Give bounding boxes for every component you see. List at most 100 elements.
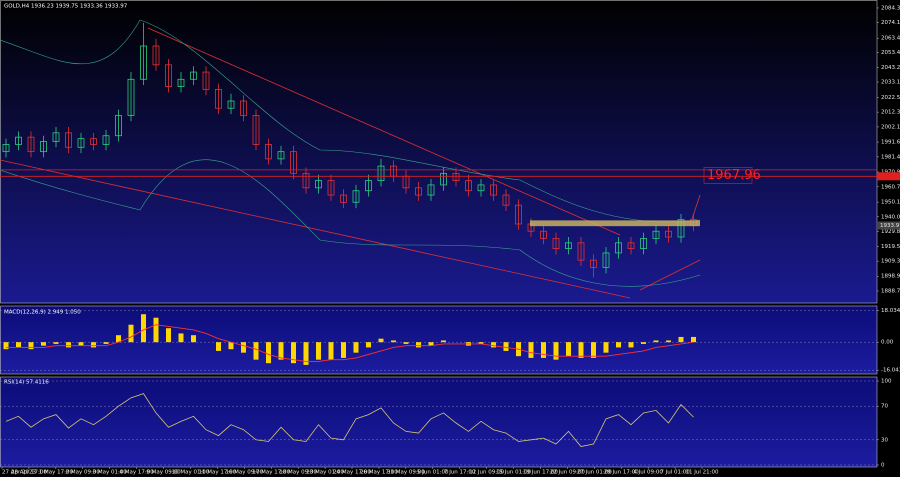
x-tick-label: 24 May 17:00 bbox=[333, 470, 371, 476]
candle-body bbox=[365, 180, 372, 192]
candle-body bbox=[452, 172, 460, 181]
macd-bar bbox=[278, 342, 284, 360]
candle-body bbox=[352, 190, 360, 203]
panel-borders bbox=[0, 0, 878, 468]
y-tick-label: 2074.10 bbox=[881, 20, 900, 26]
x-tick-label: 28 Apr 17:00 bbox=[11, 470, 47, 476]
macd-bar bbox=[316, 342, 321, 360]
y-tick-label: 2043.20 bbox=[881, 65, 900, 71]
macd-bar bbox=[603, 342, 609, 353]
y-tick-label: 0 bbox=[881, 462, 885, 468]
x-tick-label: 26 May 17:00 bbox=[360, 470, 398, 476]
candle-body bbox=[65, 132, 72, 148]
macd-bar bbox=[216, 342, 221, 351]
candle-body bbox=[2, 144, 10, 153]
candle-body bbox=[502, 194, 510, 206]
last-price-tag bbox=[877, 221, 900, 230]
y-tick-label: 0.00 bbox=[881, 340, 894, 346]
macd-bar bbox=[41, 342, 46, 346]
candle-body bbox=[40, 141, 47, 153]
x-tick-label: 4 Jul 09:00 bbox=[633, 470, 663, 476]
macd-bar bbox=[291, 342, 296, 364]
x-tick-label: 27 Jun 01:00 bbox=[577, 470, 612, 476]
candle-body bbox=[77, 138, 85, 148]
x-tick-label: 1 May 17:00 bbox=[39, 470, 74, 476]
y-tick-label: 1919.50 bbox=[881, 244, 900, 250]
candle-body bbox=[240, 100, 247, 116]
candle-body bbox=[677, 219, 685, 238]
macd-bar bbox=[78, 342, 84, 346]
x-tick-label: 11 Jul 21:00 bbox=[686, 470, 719, 476]
macd-signal bbox=[6, 324, 694, 362]
y-tick-label: 2002.10 bbox=[881, 124, 900, 130]
macd-bar bbox=[16, 342, 21, 348]
x-tick-label: 23 May 01:00 bbox=[306, 470, 344, 476]
macd-bar bbox=[528, 342, 534, 358]
candle-body bbox=[490, 184, 497, 196]
symbol-info: GOLD,H4 1936.23 1939.75 1933.36 1933.97 bbox=[4, 4, 128, 10]
x-tick-label: 27 Apr 2023 bbox=[2, 470, 37, 476]
macd-bar bbox=[366, 342, 371, 348]
y-tick-label: 1929.80 bbox=[881, 229, 900, 235]
price-zone bbox=[530, 220, 700, 227]
candle-body bbox=[615, 242, 622, 254]
x-tick-label: 12 Jun 09:00 bbox=[469, 470, 504, 476]
y-tick-label: 1960.70 bbox=[881, 184, 900, 190]
y-tick-label: 2053.40 bbox=[881, 50, 900, 56]
macd-bar bbox=[266, 342, 271, 364]
macd-bar bbox=[541, 342, 546, 358]
x-tick-label: 15 Jun 01:00 bbox=[496, 470, 531, 476]
x-tick-label: 5 Jun 01:00 bbox=[417, 470, 449, 476]
candle-body bbox=[52, 132, 60, 142]
candle-body bbox=[252, 115, 260, 145]
bollinger-bands bbox=[0, 19, 701, 287]
x-tick-label: 2 May 09:00 bbox=[66, 470, 101, 476]
candle-body bbox=[165, 64, 172, 87]
candle-body bbox=[27, 136, 35, 153]
macd-bar bbox=[578, 342, 584, 358]
y-tick-label: 2063.40 bbox=[881, 36, 900, 42]
y-tick-label: 2033.10 bbox=[881, 80, 900, 86]
rsi-line bbox=[5, 393, 694, 447]
annotation-box bbox=[703, 167, 753, 184]
macd-bar bbox=[353, 342, 359, 353]
x-tick-label: 9 May 09:00 bbox=[146, 470, 181, 476]
y-tick-label: 2022.50 bbox=[881, 95, 900, 101]
candle-body bbox=[140, 45, 147, 80]
candle-body bbox=[665, 230, 672, 238]
candle-body bbox=[602, 252, 610, 268]
candle-body bbox=[565, 242, 572, 249]
macd-bar bbox=[566, 342, 571, 357]
macd-bar bbox=[166, 328, 171, 343]
macd-bar bbox=[153, 317, 159, 343]
x-tick-label: 31 May 09:00 bbox=[387, 470, 425, 476]
macd-bar bbox=[128, 324, 134, 343]
candle-body bbox=[215, 89, 222, 109]
last-price-label: 1933.97 bbox=[880, 223, 900, 229]
candle-body bbox=[515, 204, 522, 225]
macd-bar bbox=[178, 333, 184, 343]
x-tick-label: 7 Jun 17:00 bbox=[444, 470, 476, 476]
x-tick-label: 22 Jun 09:00 bbox=[550, 470, 585, 476]
candle-body bbox=[15, 136, 22, 145]
macd-bar bbox=[478, 342, 484, 344]
x-tick-label: 11 May 17:00 bbox=[199, 470, 237, 476]
trend-lines bbox=[0, 27, 701, 299]
candle-body bbox=[302, 172, 310, 189]
macd-bar bbox=[3, 342, 9, 350]
candle-body bbox=[277, 151, 285, 160]
candle-body bbox=[427, 184, 435, 196]
candle-body bbox=[102, 135, 110, 145]
candle-body bbox=[127, 78, 135, 116]
macd-bar bbox=[391, 340, 396, 343]
main-panel bbox=[0, 0, 877, 303]
macd-bar bbox=[228, 342, 234, 350]
y-tick-label: -16.041 bbox=[881, 368, 900, 374]
candle-body bbox=[540, 230, 547, 239]
x-tick-label: 3 May 01:00 bbox=[93, 470, 128, 476]
y-tick-label: 1909.30 bbox=[881, 259, 900, 265]
macd-bar bbox=[191, 335, 196, 343]
macd-bar bbox=[253, 342, 259, 360]
candle-body bbox=[477, 184, 485, 192]
